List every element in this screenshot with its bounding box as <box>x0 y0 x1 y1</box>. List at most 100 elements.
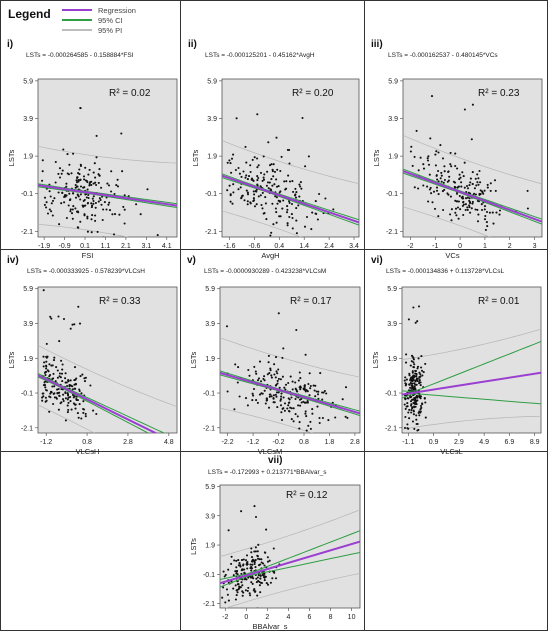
data-point <box>74 207 77 210</box>
data-point <box>260 203 263 207</box>
data-point <box>275 185 279 188</box>
data-point <box>404 376 407 379</box>
data-point <box>252 199 256 202</box>
data-point <box>498 209 502 212</box>
row-divider-2 <box>0 451 548 452</box>
data-point <box>84 179 87 182</box>
data-point <box>461 204 464 207</box>
legend-item-ci: 95% CI <box>62 15 123 25</box>
panel-label: i) <box>7 39 13 50</box>
x-tick-label: 0.9 <box>429 439 439 446</box>
data-point <box>91 204 94 207</box>
data-point <box>471 200 474 203</box>
data-point <box>321 398 324 401</box>
data-point <box>253 590 257 593</box>
data-point <box>454 211 457 214</box>
ci-upper-line <box>403 168 542 220</box>
data-point <box>44 373 47 377</box>
data-point <box>303 384 306 387</box>
data-point <box>280 155 283 158</box>
data-point <box>404 398 407 401</box>
data-point <box>48 208 51 211</box>
data-point <box>274 376 277 379</box>
data-point <box>415 418 418 421</box>
x-tick-label: 0.8 <box>82 439 92 446</box>
plot-layer <box>220 312 360 433</box>
data-point <box>428 173 431 176</box>
data-point <box>281 207 284 210</box>
data-point <box>257 574 260 577</box>
data-point <box>84 166 87 169</box>
data-point <box>75 377 78 380</box>
data-point <box>235 594 238 597</box>
data-point <box>279 399 282 402</box>
data-point <box>298 398 302 401</box>
data-point <box>73 323 76 326</box>
ci-upper-line <box>222 173 359 221</box>
data-point <box>43 196 47 199</box>
legend-label-pi: 95% PI <box>98 25 123 35</box>
data-point <box>466 208 469 211</box>
data-point <box>66 411 69 414</box>
ci-upper-line <box>402 341 541 392</box>
data-point <box>59 402 62 405</box>
chart-panel-vi: vi)LSTs = -0.000134836 + 0.113728*VLCsL R… <box>371 255 542 456</box>
data-point <box>84 415 87 418</box>
data-point <box>258 360 262 363</box>
data-point <box>80 392 83 395</box>
data-point <box>259 380 263 383</box>
data-point <box>475 184 478 187</box>
data-point <box>269 234 272 237</box>
data-point <box>416 320 419 323</box>
data-point <box>471 182 474 186</box>
x-tick-label: 0.4 <box>274 243 284 250</box>
data-point <box>48 375 51 378</box>
data-point <box>468 206 471 209</box>
data-point <box>94 176 97 179</box>
data-point <box>117 238 119 240</box>
data-point <box>113 192 116 196</box>
data-point <box>92 199 95 203</box>
data-point <box>233 408 236 411</box>
y-axis-label: LSTs <box>7 149 16 166</box>
data-point <box>416 396 419 399</box>
data-point <box>251 576 254 579</box>
data-point <box>265 184 268 187</box>
data-point <box>263 389 266 392</box>
data-point <box>48 363 51 366</box>
data-point <box>436 178 439 181</box>
x-axis-label: VCs <box>445 251 459 260</box>
data-point <box>267 187 270 190</box>
data-point <box>46 355 49 358</box>
data-point <box>232 587 235 590</box>
data-point <box>88 182 91 185</box>
data-point <box>407 318 410 321</box>
data-point <box>469 181 472 184</box>
legend-swatch-pi <box>62 29 92 31</box>
data-point <box>294 413 297 416</box>
data-point <box>61 398 65 401</box>
y-tick-label: 1.9 <box>23 356 33 363</box>
data-point <box>71 388 74 391</box>
data-point <box>51 214 54 217</box>
data-point <box>302 387 305 390</box>
data-point <box>77 226 80 229</box>
data-point <box>45 365 48 368</box>
data-point <box>344 386 348 389</box>
data-point <box>420 406 423 409</box>
data-point <box>41 170 44 173</box>
data-point <box>123 194 126 197</box>
data-point <box>229 200 232 203</box>
data-point <box>277 368 280 371</box>
data-point <box>489 189 492 192</box>
data-point <box>238 585 241 588</box>
data-point <box>409 364 412 367</box>
data-point <box>105 208 108 211</box>
data-point <box>476 220 480 223</box>
data-point <box>442 208 445 212</box>
x-tick-label: -0.6 <box>248 243 260 250</box>
data-point <box>309 420 312 423</box>
data-point <box>237 166 240 170</box>
data-point <box>432 190 436 193</box>
